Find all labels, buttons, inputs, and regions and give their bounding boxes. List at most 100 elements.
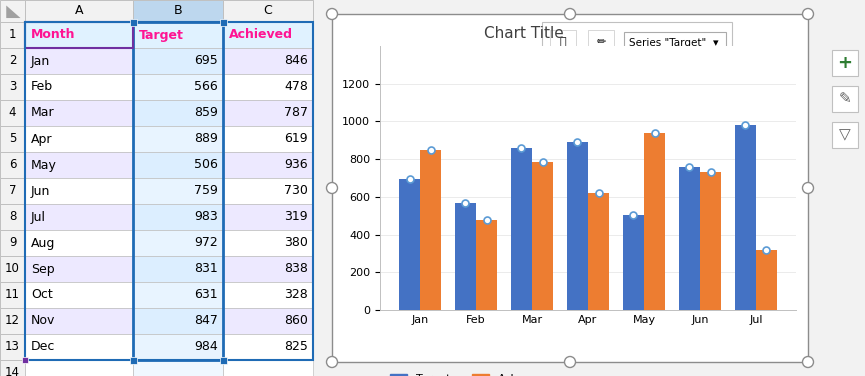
- Bar: [223, 282, 313, 308]
- Text: 14: 14: [5, 367, 20, 376]
- Bar: [623, 215, 644, 310]
- Bar: [223, 22, 313, 48]
- Bar: [133, 152, 223, 178]
- Bar: [25, 230, 133, 256]
- Text: Month: Month: [31, 29, 75, 41]
- Bar: [0, 256, 25, 282]
- Text: 838: 838: [284, 262, 308, 276]
- Bar: [133, 334, 223, 360]
- Text: 972: 972: [195, 237, 218, 250]
- Bar: [133, 360, 223, 376]
- Bar: [220, 18, 227, 26]
- Legend: Target, Ach: Target, Ach: [386, 370, 523, 376]
- Text: Outline: Outline: [582, 67, 620, 77]
- Text: 8: 8: [9, 211, 16, 223]
- Bar: [133, 100, 223, 126]
- Text: Change Series Chart Type...: Change Series Chart Type...: [565, 140, 729, 153]
- Text: C: C: [264, 5, 272, 18]
- Text: Jun: Jun: [31, 185, 50, 197]
- Bar: [223, 100, 313, 126]
- Circle shape: [803, 182, 813, 194]
- Bar: [133, 0, 223, 22]
- Text: Achieved: Achieved: [229, 29, 293, 41]
- Bar: [543, 140, 557, 153]
- Bar: [679, 167, 700, 310]
- Text: A: A: [74, 5, 83, 18]
- Text: 4: 4: [9, 106, 16, 120]
- Bar: [133, 230, 223, 256]
- Bar: [832, 86, 858, 112]
- Text: 631: 631: [195, 288, 218, 302]
- Text: 11: 11: [5, 288, 20, 302]
- Bar: [0, 74, 25, 100]
- Bar: [544, 147, 548, 152]
- Bar: [25, 308, 133, 334]
- Bar: [130, 356, 137, 364]
- Text: 983: 983: [195, 211, 218, 223]
- Text: Select Data...: Select Data...: [565, 163, 644, 176]
- Bar: [133, 282, 223, 308]
- Bar: [223, 178, 313, 204]
- Text: Delete: Delete: [565, 94, 604, 107]
- Bar: [25, 126, 133, 152]
- Text: 9: 9: [9, 237, 16, 250]
- Bar: [223, 74, 313, 100]
- Text: 566: 566: [195, 80, 218, 94]
- Bar: [22, 357, 28, 363]
- Circle shape: [565, 356, 575, 367]
- Text: Add Trendline...: Add Trendline...: [565, 240, 657, 253]
- Text: ▶: ▶: [743, 218, 751, 229]
- Bar: [223, 0, 313, 22]
- Text: Aug: Aug: [31, 237, 55, 250]
- Bar: [133, 308, 223, 334]
- Circle shape: [565, 9, 575, 20]
- Text: 478: 478: [284, 80, 308, 94]
- Text: 831: 831: [195, 262, 218, 276]
- Bar: [832, 50, 858, 76]
- Text: 695: 695: [195, 55, 218, 68]
- Bar: [538, 136, 756, 157]
- Text: 787: 787: [284, 106, 308, 120]
- Text: 13: 13: [5, 341, 20, 353]
- Text: B: B: [174, 5, 183, 18]
- Bar: [0, 282, 25, 308]
- Bar: [588, 30, 614, 56]
- Text: 328: 328: [285, 288, 308, 302]
- Text: 859: 859: [194, 106, 218, 120]
- Text: Nov: Nov: [31, 314, 55, 327]
- Bar: [832, 122, 858, 148]
- Text: Jan: Jan: [31, 55, 50, 68]
- Text: 860: 860: [284, 314, 308, 327]
- Bar: [220, 356, 227, 364]
- Text: 730: 730: [284, 185, 308, 197]
- Bar: [0, 100, 25, 126]
- Text: 6: 6: [9, 159, 16, 171]
- Text: ▾: ▾: [713, 38, 719, 48]
- Bar: [25, 22, 313, 360]
- Text: Jul: Jul: [31, 211, 46, 223]
- Bar: [223, 204, 313, 230]
- Bar: [420, 150, 441, 310]
- Text: 5: 5: [9, 132, 16, 146]
- Text: Format Data Series...: Format Data Series...: [565, 263, 690, 276]
- Text: 380: 380: [284, 237, 308, 250]
- Text: Feb: Feb: [31, 80, 53, 94]
- Text: +: +: [837, 54, 853, 72]
- Text: 889: 889: [194, 132, 218, 146]
- Text: 12: 12: [5, 314, 20, 327]
- Bar: [532, 162, 554, 310]
- Bar: [0, 0, 313, 376]
- Circle shape: [326, 9, 337, 20]
- Bar: [588, 193, 609, 310]
- Bar: [133, 178, 223, 204]
- Circle shape: [326, 356, 337, 367]
- Text: 🪣: 🪣: [560, 37, 567, 47]
- Bar: [0, 152, 25, 178]
- Bar: [537, 86, 757, 284]
- Bar: [0, 178, 25, 204]
- Bar: [133, 204, 223, 230]
- Text: Add Data Labels: Add Data Labels: [565, 217, 662, 230]
- Text: ✏: ✏: [596, 37, 605, 47]
- Bar: [223, 152, 313, 178]
- Bar: [0, 22, 25, 48]
